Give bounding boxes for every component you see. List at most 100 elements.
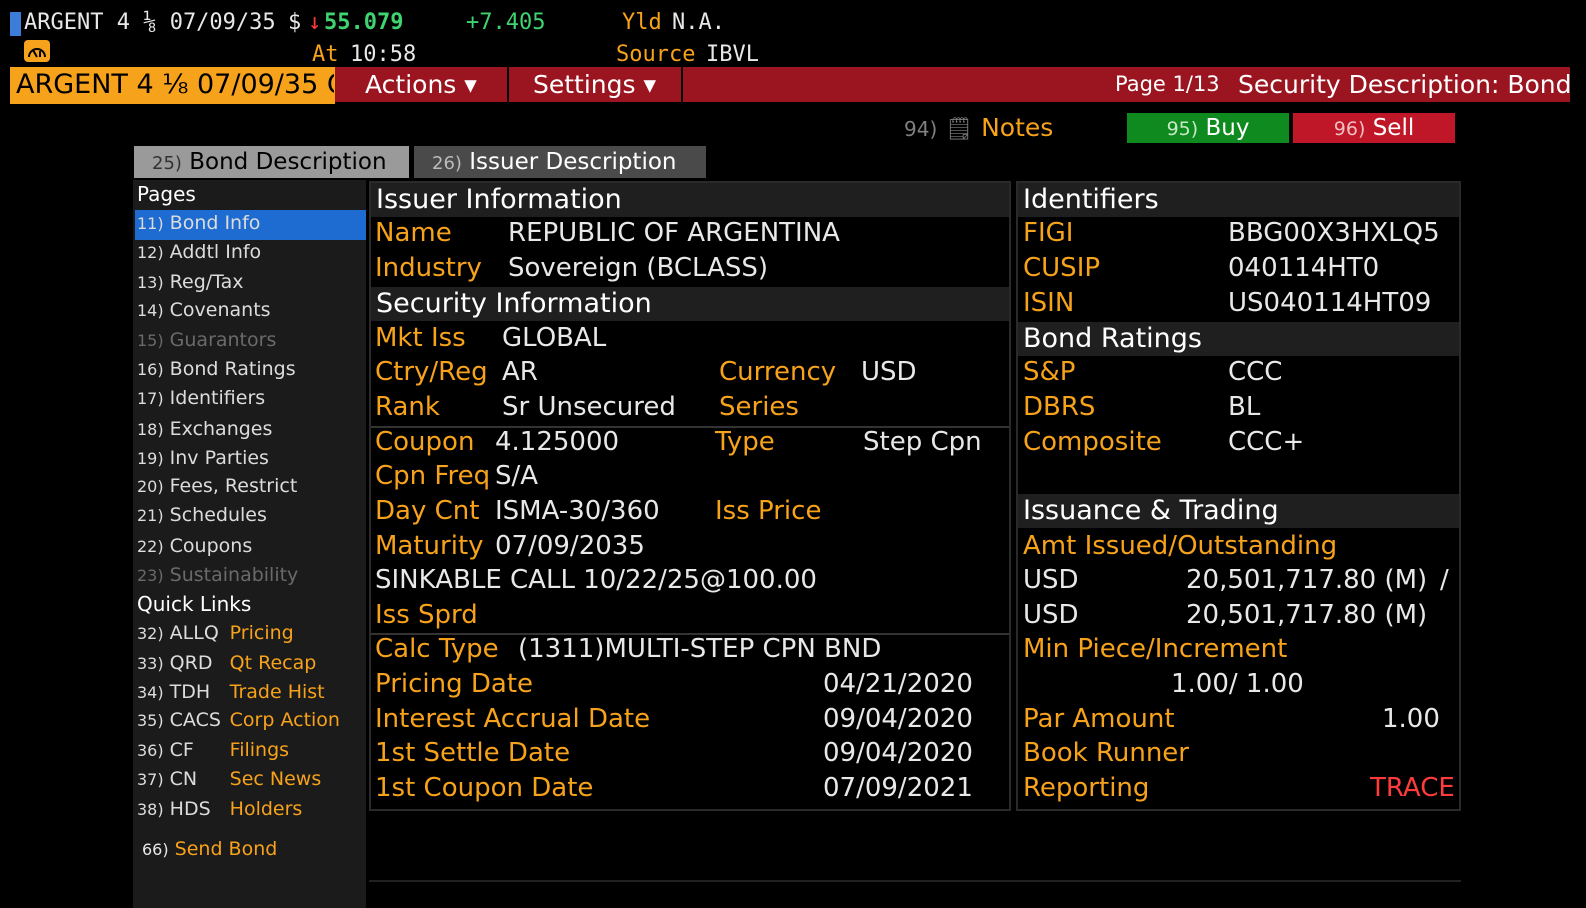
quick-link-code: ALLQ [169,622,219,644]
nav-item-addtl-info[interactable]: 12) Addtl Info [137,241,261,263]
nav-item-num: 12) [137,243,164,262]
sell-label: Sell [1372,115,1415,141]
accrual-date-label: Interest Accrual Date [375,704,651,734]
cusip-value: 040114HT0 [1228,253,1380,283]
quick-link-num: 35) [137,711,164,730]
book-runner-label: Book Runner [1023,738,1189,768]
maturity-value: 07/09/2035 [495,531,645,561]
rank-value: Sr Unsecured [502,392,676,422]
quick-link-label: Filings [229,739,290,761]
speedometer-icon[interactable] [24,40,50,62]
screen-title: Security Description: Bond [1238,70,1572,99]
industry-label: Industry [375,253,482,283]
settings-menu[interactable]: Settings ▾ [533,70,657,99]
actions-menu[interactable]: Actions ▾ [365,70,477,99]
ticker-field[interactable]: ARGENT 4 ⅛ 07/09/35 C [10,67,335,104]
down-arrow-icon: ↓ [308,10,322,35]
nav-item-label: Inv Parties [169,447,269,469]
nav-item-inv-parties[interactable]: 19) Inv Parties [137,447,269,469]
ticker-currency: $ [288,10,302,35]
ticker-change: +7.405 [466,10,546,35]
notes-button[interactable]: 94) 🗒︎ Notes [904,113,1053,143]
section-divider [371,633,1009,635]
quick-link-code: QRD [169,652,213,674]
quick-link-label: Corp Action [229,709,340,731]
quick-link-num: 32) [137,624,164,643]
settle-date-value: 09/04/2020 [823,738,973,768]
composite-value: CCC+ [1228,427,1305,457]
nav-item-reg-tax[interactable]: 13) Reg/Tax [137,271,244,293]
nav-item-guarantors[interactable]: 15) Guarantors [137,329,276,351]
day-cnt-value: ISMA-30/360 [495,496,660,526]
quick-link-cn[interactable]: 37) CN Sec News [137,768,321,790]
nav-item-label: Covenants [169,299,271,321]
maturity-label: Maturity [375,531,484,561]
nav-item-label: Guarantors [169,329,277,351]
nav-item-num: 18) [137,420,164,439]
sell-button[interactable]: 96) Sell [1293,113,1455,143]
reporting-value: TRACE [1370,773,1455,803]
nav-item-bond-ratings[interactable]: 16) Bond Ratings [137,358,296,380]
tab-bond-description[interactable]: 25) Bond Description [134,146,409,178]
quick-link-qrd[interactable]: 33) QRD Qt Recap [137,652,316,674]
nav-item-label: Coupons [169,535,253,557]
bottom-divider [369,880,1461,882]
min-piece-value: 1.00/ 1.00 [1171,669,1304,699]
sinkable-call: SINKABLE CALL 10/22/25@100.00 [375,565,817,595]
quick-link-label: Holders [229,798,303,820]
par-amount-value: 1.00 [1382,704,1440,734]
tab-issuer-description[interactable]: 26) Issuer Description [414,146,706,178]
nav-item-label: Bond Ratings [169,358,296,380]
cusip-label: CUSIP [1023,253,1101,283]
nav-item-label: Fees, Restrict [169,475,298,497]
sell-num: 96) [1333,118,1366,140]
type-label: Type [715,427,775,457]
quick-link-cf[interactable]: 36) CF Filings [137,739,289,761]
quick-link-tdh[interactable]: 34) TDH Trade Hist [137,681,325,703]
tab-label: Bond Description [189,149,387,175]
menu-divider [507,67,509,102]
min-piece-label: Min Piece/Increment [1023,634,1288,664]
issuer-info-header: Issuer Information [371,183,1009,217]
nav-item-schedules[interactable]: 21) Schedules [137,504,267,526]
ticker-at-label: At [312,42,339,67]
ticker-yld-value: N.A. [672,10,725,35]
amt-issued-value: 20,501,717.80 (M) [1186,565,1428,595]
nav-item-label: Sustainability [169,564,299,586]
ticker-price: 55.079 [324,10,404,35]
quick-link-label: Pricing [229,622,294,644]
first-coupon-value: 07/09/2021 [823,773,973,803]
iss-price-label: Iss Price [715,496,822,526]
isin-value: US040114HT09 [1228,288,1432,318]
nav-item-num: 19) [137,449,164,468]
nav-item-identifiers[interactable]: 17) Identifiers [137,387,265,409]
nav-item-label: Exchanges [169,418,273,440]
quick-link-cacs[interactable]: 35) CACS Corp Action [137,709,340,731]
buy-button[interactable]: 95) Buy [1127,113,1289,143]
quick-link-code: TDH [169,681,211,703]
nav-item-covenants[interactable]: 14) Covenants [137,299,271,321]
quick-link-allq[interactable]: 32) ALLQ Pricing [137,622,294,644]
issuance-trading-header: Issuance & Trading [1018,494,1459,528]
amt-issued-currency: USD [1023,565,1079,595]
nav-item-sustainability[interactable]: 23) Sustainability [137,564,298,586]
ctry-reg-value: AR [502,357,538,387]
nav-item-bond-info[interactable]: 11) Bond Info [137,212,260,234]
quick-link-num: 34) [137,683,164,702]
composite-label: Composite [1023,427,1162,457]
identifiers-header: Identifiers [1018,183,1459,217]
nav-item-coupons[interactable]: 22) Coupons [137,535,252,557]
quick-links-title: Quick Links [137,592,252,616]
send-bond-label: Send Bond [174,838,278,860]
quick-link-hds[interactable]: 38) HDS Holders [137,798,302,820]
nav-item-fees-restrict[interactable]: 20) Fees, Restrict [137,475,297,497]
nav-item-label: Schedules [169,504,267,526]
amt-outstanding-value: 20,501,717.80 (M) [1186,600,1428,630]
mkt-iss-value: GLOBAL [502,323,607,353]
accrual-date-value: 09/04/2020 [823,704,973,734]
amt-separator: / [1440,565,1449,595]
nav-item-exchanges[interactable]: 18) Exchanges [137,418,272,440]
amt-issued-label: Amt Issued/Outstanding [1023,531,1338,561]
menu-divider [681,67,683,102]
send-bond-link[interactable]: 66) Send Bond [142,838,277,860]
